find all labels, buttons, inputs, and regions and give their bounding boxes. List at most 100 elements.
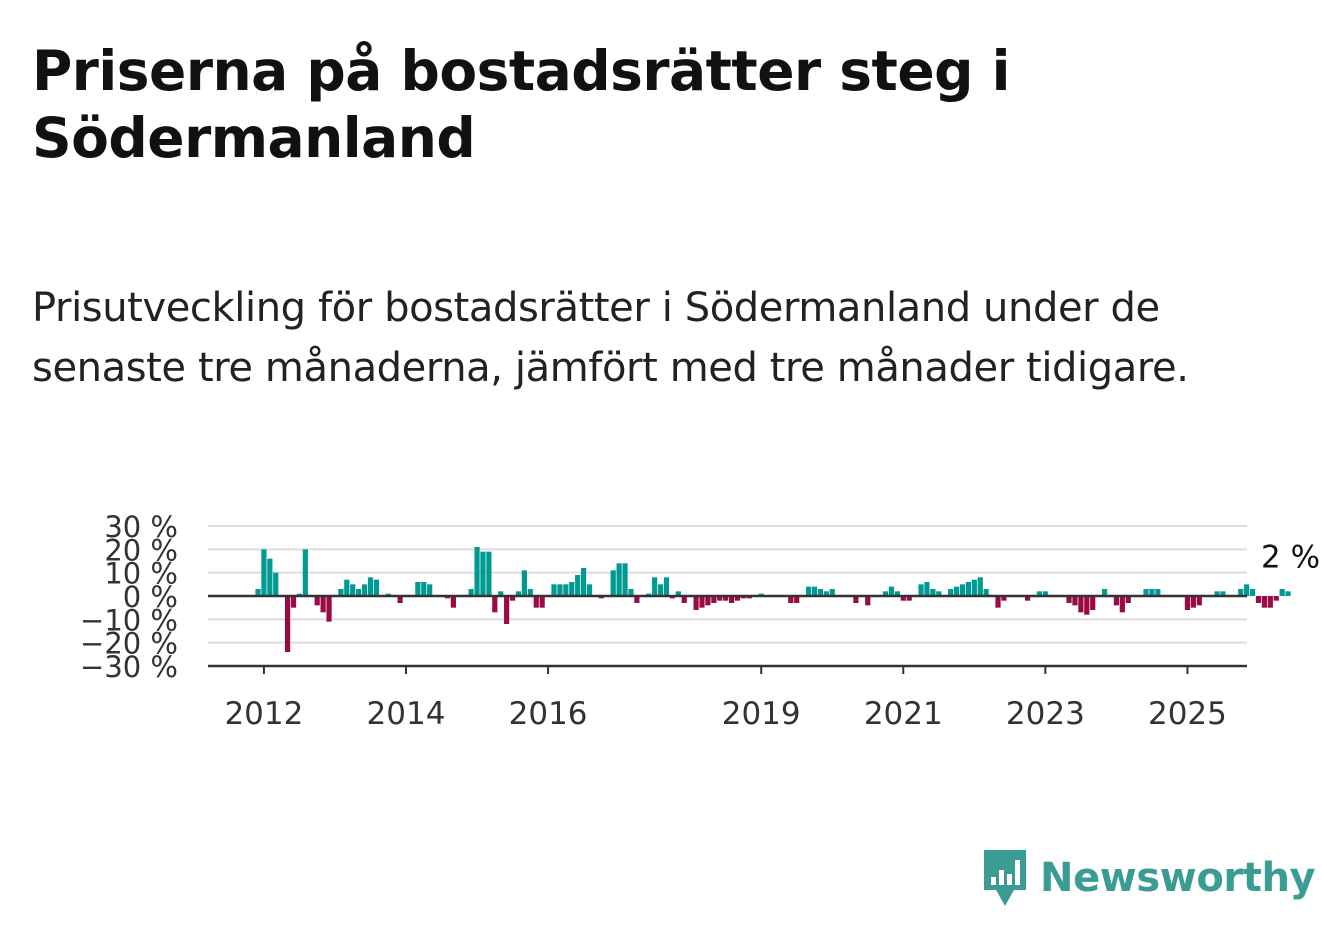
bar: [924, 582, 930, 596]
bar: [610, 570, 616, 596]
bar: [302, 549, 308, 596]
bar: [983, 589, 989, 596]
bar: [971, 579, 977, 596]
bar: [1261, 596, 1267, 608]
bar: [1244, 584, 1250, 596]
bar: [959, 584, 966, 596]
bar: [1036, 591, 1043, 596]
bar: [586, 584, 593, 596]
bar-chart: 30 %20 %10 %0 %−10 %−20 %−30 % 2012 2014 2…: [80, 510, 1320, 732]
bar: [367, 577, 374, 596]
y-tick-label: 10 %: [104, 557, 178, 591]
bar: [948, 589, 954, 596]
bar: [894, 591, 900, 596]
bar: [350, 584, 356, 596]
y-tick-label: 20 %: [104, 533, 178, 567]
bar: [344, 579, 350, 596]
bar: [675, 591, 681, 596]
bar: [723, 596, 729, 601]
bar: [1001, 596, 1007, 601]
bar: [314, 596, 320, 606]
bar: [1279, 589, 1285, 596]
chart-subtitle: Prisutveckling för bostadsrätter i Söder…: [32, 285, 1189, 391]
bar: [794, 596, 800, 603]
bar: [628, 589, 634, 596]
x-tick-label: 2025: [1148, 696, 1227, 732]
bar: [616, 563, 622, 596]
bar: [888, 586, 895, 596]
bar: [717, 596, 723, 601]
bar: [504, 596, 510, 624]
bar: [421, 582, 427, 596]
brand-name: Newsworthy: [1040, 855, 1316, 901]
bar: [1119, 596, 1125, 613]
bar: [255, 589, 261, 596]
bar: [575, 575, 581, 596]
y-tick-label: 30 %: [104, 510, 178, 544]
bar: [1072, 596, 1078, 606]
bar: [468, 589, 474, 596]
bar: [930, 589, 936, 596]
bar: [581, 568, 587, 596]
last-value-label: 2 %: [1261, 539, 1320, 575]
bar: [486, 551, 492, 596]
bar: [509, 596, 516, 601]
bar: [817, 589, 823, 596]
bar: [977, 577, 983, 596]
bar: [361, 584, 368, 596]
newsworthy-brand[interactable]: Newsworthy: [980, 846, 1316, 910]
bar: [853, 596, 859, 603]
bar: [273, 572, 279, 596]
y-axis-tick-labels: 30 %20 %10 %0 %−10 %−20 %−30 %: [80, 510, 178, 684]
bar: [338, 589, 344, 596]
x-tick-label: 2014: [367, 696, 446, 732]
x-tick-label: 2021: [864, 696, 943, 732]
bar: [823, 591, 829, 596]
bar: [663, 577, 670, 596]
bar: [734, 596, 741, 601]
bar: [829, 589, 835, 596]
y-tick-label: −20 %: [80, 627, 178, 661]
bar: [397, 596, 403, 603]
bar: [320, 596, 326, 613]
bar: [515, 591, 522, 596]
bar: [569, 582, 575, 596]
bar: [480, 551, 486, 596]
chart-title: Priserna på bostadsrätter steg i Söderma…: [32, 39, 1011, 170]
bar: [539, 596, 545, 608]
x-tick-label: 2016: [509, 696, 588, 732]
bar: [1084, 596, 1090, 615]
bars: [255, 547, 1291, 652]
bar: [1125, 596, 1131, 603]
x-tick-label: 2023: [1006, 696, 1085, 732]
bar: [1238, 589, 1244, 596]
bar: [811, 586, 818, 596]
bar: [285, 596, 291, 652]
bar: [1078, 596, 1084, 613]
bar: [953, 586, 960, 596]
bar: [1149, 589, 1155, 596]
bar: [373, 579, 379, 596]
bar: [1267, 596, 1273, 608]
bar: [681, 596, 687, 603]
newsworthy-logo-icon: [984, 850, 1026, 906]
bar: [622, 563, 628, 596]
bar: [1249, 589, 1256, 596]
bar: [1090, 596, 1096, 610]
bar: [261, 549, 267, 596]
y-tick-label: 0 %: [123, 580, 178, 614]
bar: [1101, 589, 1108, 596]
bar: [882, 591, 889, 596]
bar: [995, 596, 1001, 608]
x-tick-label: 2012: [224, 696, 303, 732]
x-axis-ticks: 2012 2014 2016 2019 2021 2023 2025: [224, 666, 1227, 732]
bar: [965, 582, 971, 596]
bar: [805, 586, 812, 596]
bar: [1184, 596, 1191, 610]
bar: [1113, 596, 1119, 606]
bar: [900, 596, 906, 601]
bar: [788, 596, 794, 603]
bar: [936, 591, 942, 596]
bar: [533, 596, 539, 608]
bar: [356, 589, 362, 596]
